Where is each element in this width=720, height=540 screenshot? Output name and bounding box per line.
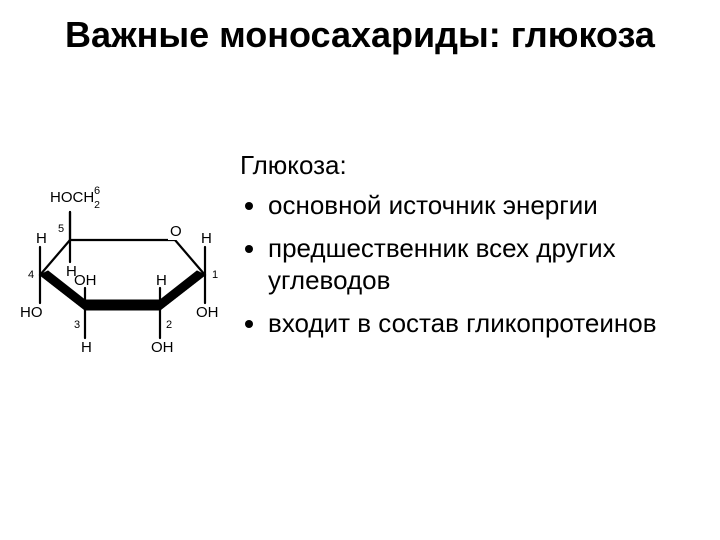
svg-text:3: 3 [74,319,80,331]
slide-title: Важные моносахариды: глюкоза [0,0,720,55]
svg-text:HO: HO [20,304,43,321]
svg-text:H: H [156,272,167,289]
svg-text:4: 4 [28,269,34,281]
svg-text:H: H [81,339,92,356]
svg-text:OH: OH [74,272,97,289]
structure-column: OHOHHOHOHHHHOHHOCH2123456 [0,150,240,349]
text-column: Глюкоза: основной источник энергии предш… [240,150,720,349]
bullet-item: основной источник энергии [268,189,690,222]
bullet-item: входит в состав гликопротеинов [268,307,690,340]
slide: Важные моносахариды: глюкоза OHOHHOHOHHH… [0,0,720,540]
svg-text:2: 2 [166,319,172,331]
svg-text:H: H [66,263,77,280]
svg-text:H: H [201,230,212,247]
subtitle: Глюкоза: [240,150,690,181]
glucose-structure-diagram: OHOHHOHOHHHHOHHOCH2123456 [20,180,230,420]
bullet-item: предшественник всех других углеводов [268,232,690,297]
svg-text:H: H [36,230,47,247]
bullet-list: основной источник энергии предшественник… [240,189,690,339]
svg-text:5: 5 [58,223,64,235]
svg-text:HOCH2: HOCH2 [50,189,100,211]
svg-text:OH: OH [196,304,219,321]
svg-text:6: 6 [94,185,100,197]
svg-text:O: O [170,223,182,240]
svg-text:OH: OH [151,339,174,356]
svg-text:1: 1 [212,269,218,281]
content-area: OHOHHOHOHHHHOHHOCH2123456 Глюкоза: основ… [0,150,720,349]
